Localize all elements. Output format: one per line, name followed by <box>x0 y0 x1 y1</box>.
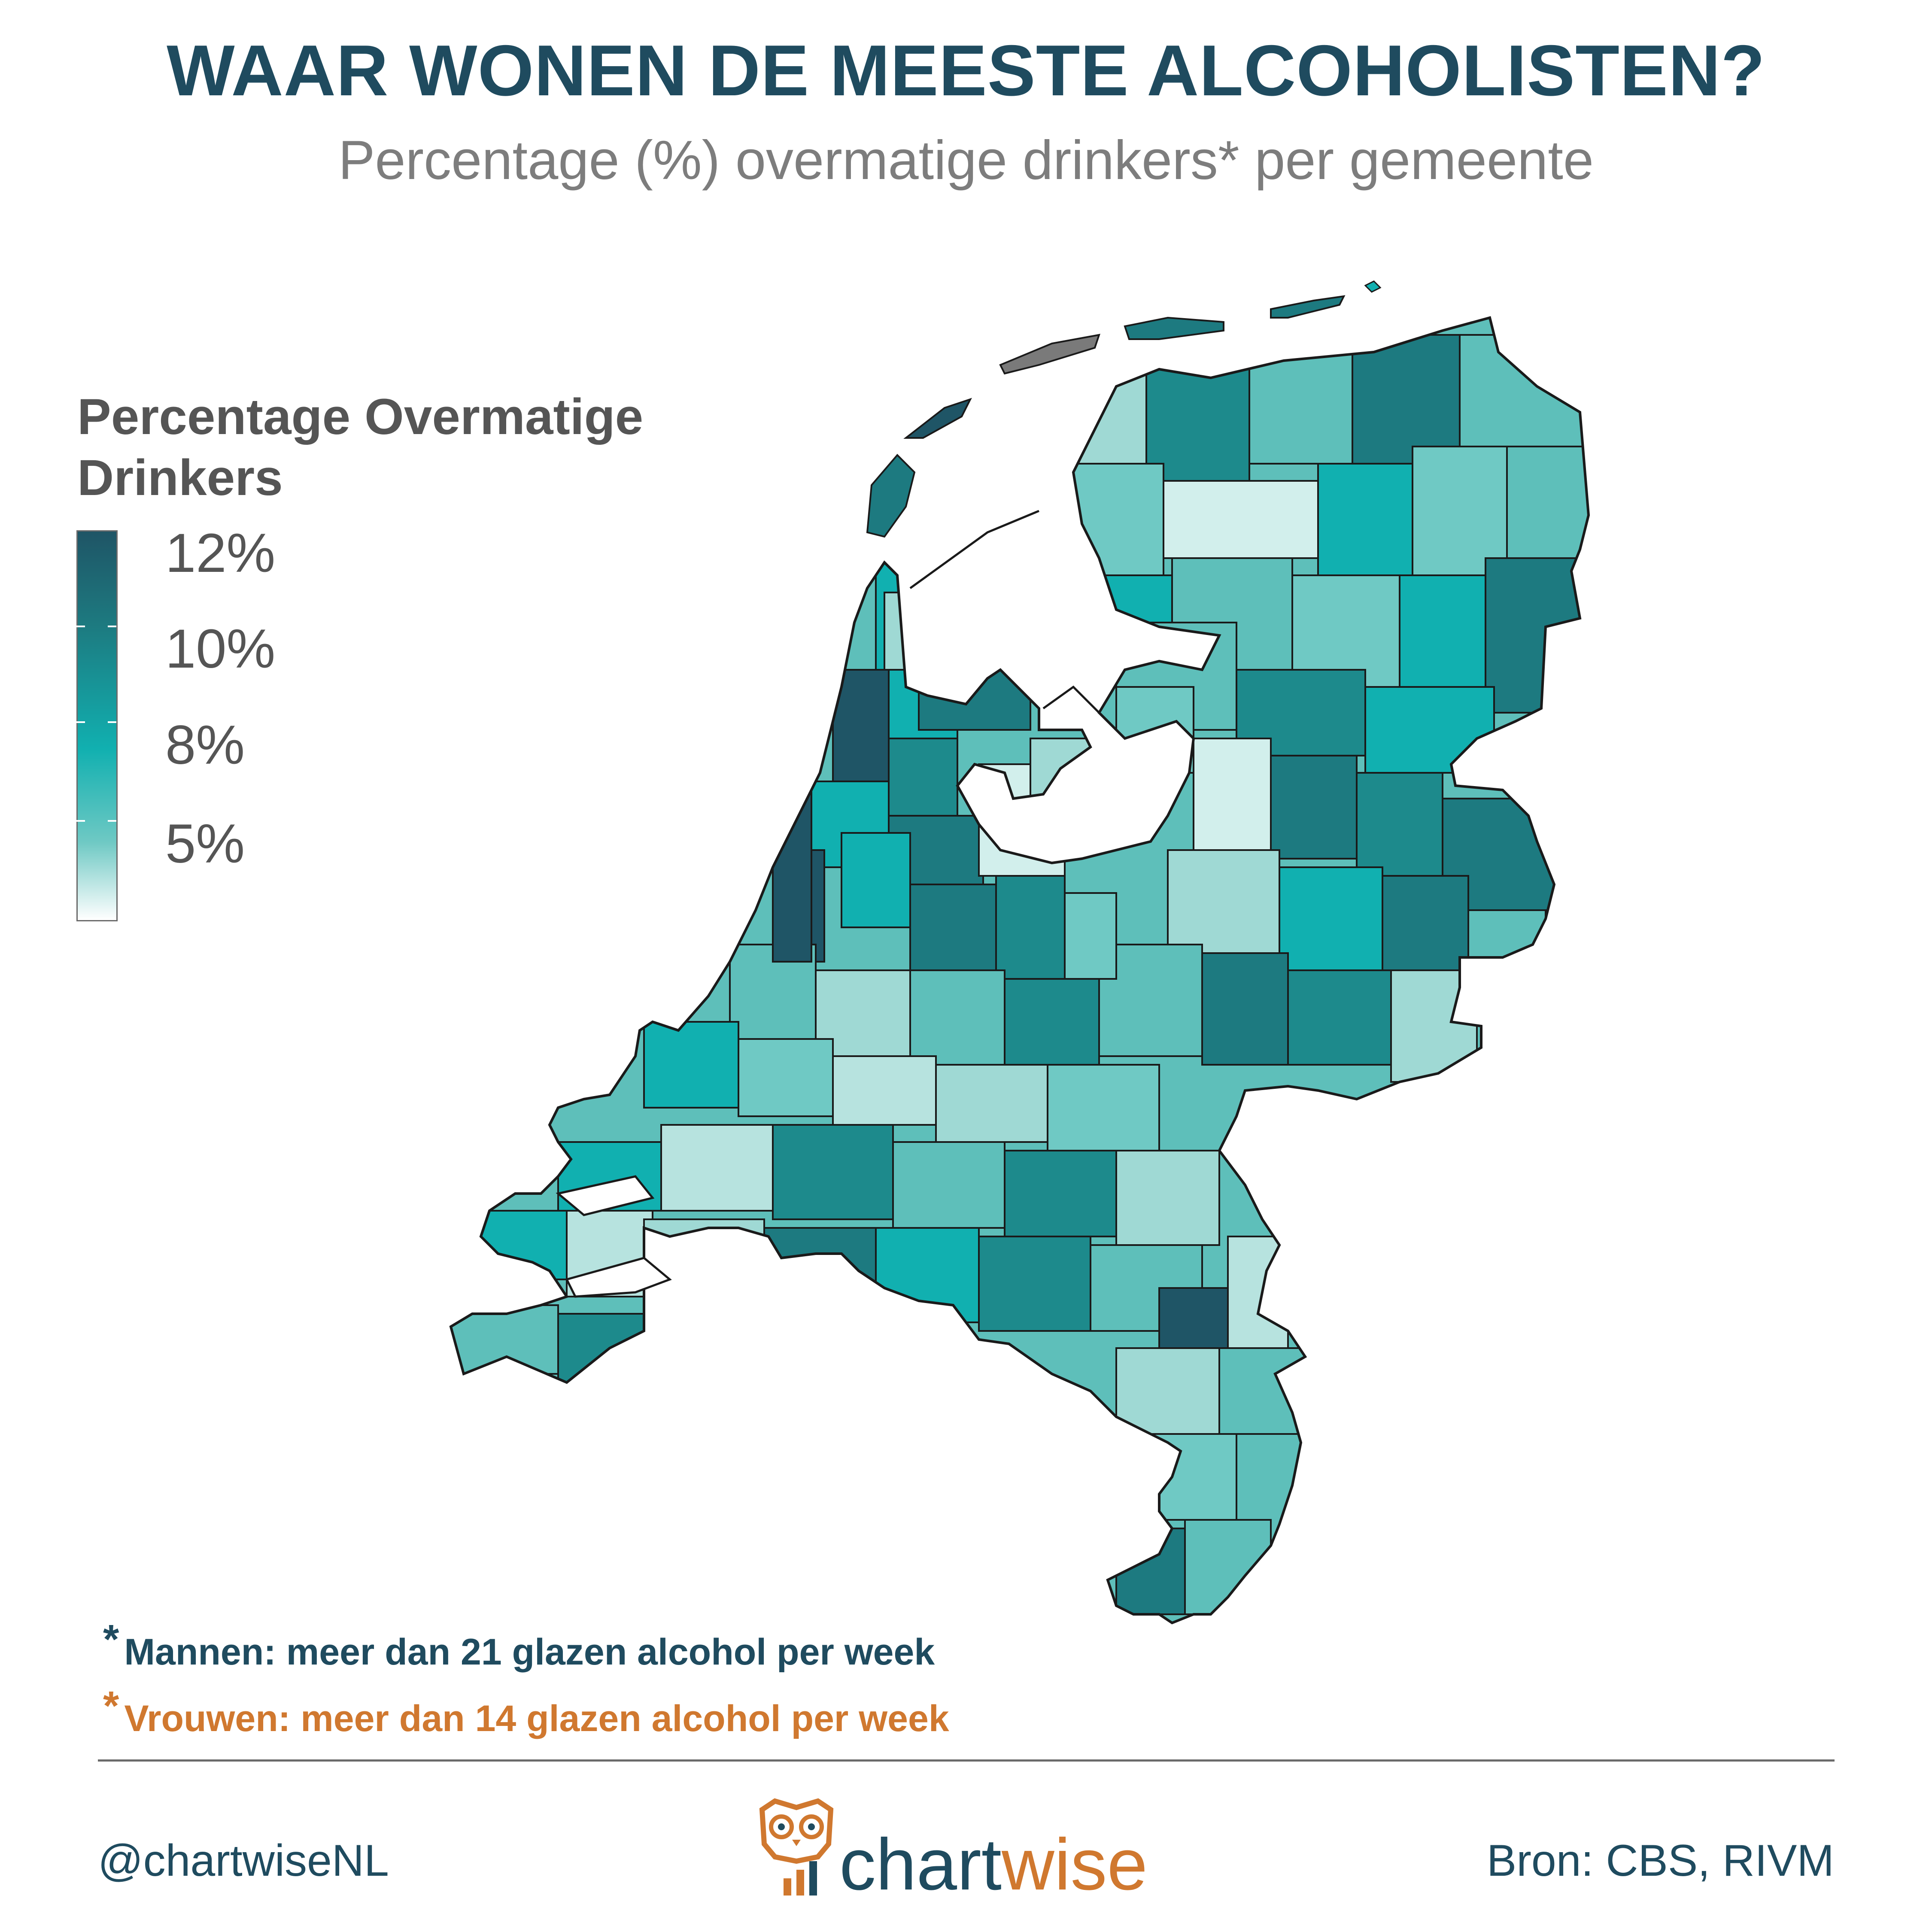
logo-wordmark: chartwise <box>839 1823 1148 1907</box>
markermeer-line <box>1042 685 1100 714</box>
logo-text-main: chart <box>839 1824 1002 1905</box>
island-ameland <box>1124 316 1224 340</box>
footnote-men: * Mannen: meer dan 21 glazen alcohol per … <box>103 1616 935 1674</box>
legend-title: Percentage Overmatige Drinkers <box>77 389 644 506</box>
source-credit: Bron: CBS, RIVM <box>1486 1836 1834 1886</box>
footnote-women-text: Vrouwen: meer dan 14 glazen alcohol per … <box>124 1698 949 1739</box>
island-vlieland <box>903 398 972 439</box>
page-title: WAAR WONEN DE MEESTE ALCOHOLISTEN? <box>167 30 1765 111</box>
island-schiermonnikoog <box>1270 295 1346 319</box>
page-subtitle: Percentage (%) overmatige drinkers* per … <box>338 130 1594 191</box>
footnote-star: * <box>103 1616 119 1662</box>
island-rottumeroog <box>1364 280 1382 293</box>
footnote-star: * <box>103 1683 119 1729</box>
legend-tick <box>108 626 116 627</box>
legend-label-10: 10% <box>165 618 276 680</box>
island-texel <box>866 454 916 538</box>
legend-label-12: 12% <box>165 522 276 584</box>
footnote-women: * Vrouwen: meer dan 14 glazen alcohol per… <box>103 1683 949 1741</box>
oosterschelde-water <box>556 1175 655 1216</box>
island-terschelling <box>999 334 1100 375</box>
owl-icon <box>759 1798 834 1896</box>
legend-label-5: 5% <box>165 813 245 875</box>
legend-tick <box>76 820 85 822</box>
legend-tick <box>76 626 85 627</box>
legend-tick <box>76 721 85 723</box>
logo-text-accent: wise <box>1001 1824 1148 1905</box>
westerschelde-water <box>565 1257 672 1298</box>
netherlands-outline <box>449 316 1590 1625</box>
legend-label-8: 8% <box>165 714 245 776</box>
footer-divider <box>98 1759 1835 1762</box>
footnote-men-text: Mannen: meer dan 21 glazen alcohol per w… <box>124 1631 935 1673</box>
legend-tick <box>108 820 116 822</box>
social-handle: @chartwiseNL <box>98 1836 389 1886</box>
chartwise-logo: chartwise <box>753 1792 1209 1913</box>
legend-tick <box>108 721 116 723</box>
legend-color-bar <box>76 530 118 921</box>
afsluitdijk-line <box>909 510 1039 589</box>
